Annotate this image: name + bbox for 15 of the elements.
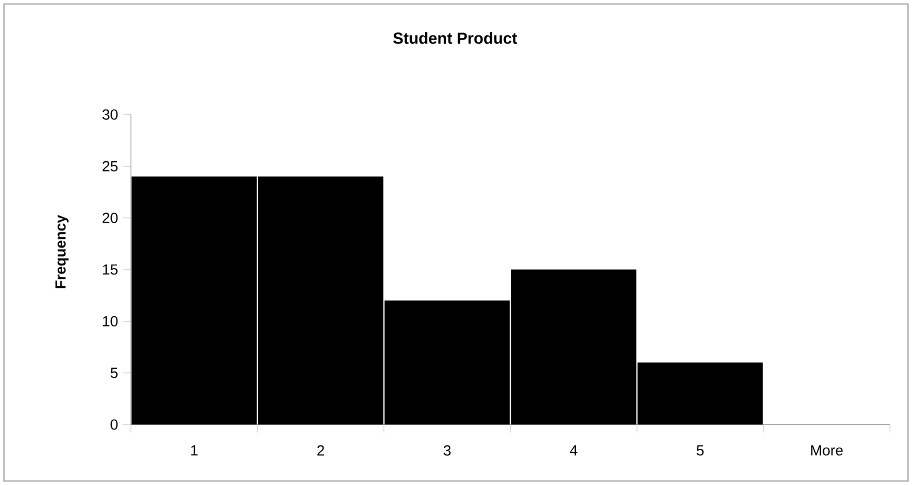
y-tick-label: 20 xyxy=(102,212,118,224)
x-tick-label: 1 xyxy=(191,445,198,456)
y-tick-label: 5 xyxy=(110,368,118,378)
y-tick-label: 30 xyxy=(102,109,118,120)
y-tick-label: 15 xyxy=(103,264,118,275)
y-tick-label: 10 xyxy=(103,316,118,326)
x-tick-label: 2 xyxy=(317,445,324,456)
x-tick-label: 5 xyxy=(696,445,704,456)
x-tick-label: 3 xyxy=(444,445,451,456)
x-tick-label: 4 xyxy=(570,445,578,456)
y-axis-title: Frequency xyxy=(55,214,69,288)
y-tick-label: 25 xyxy=(102,161,118,172)
chart-title: Student Product xyxy=(393,32,518,44)
y-tick-label: 0 xyxy=(110,419,118,430)
x-tick-label: More xyxy=(811,445,843,456)
